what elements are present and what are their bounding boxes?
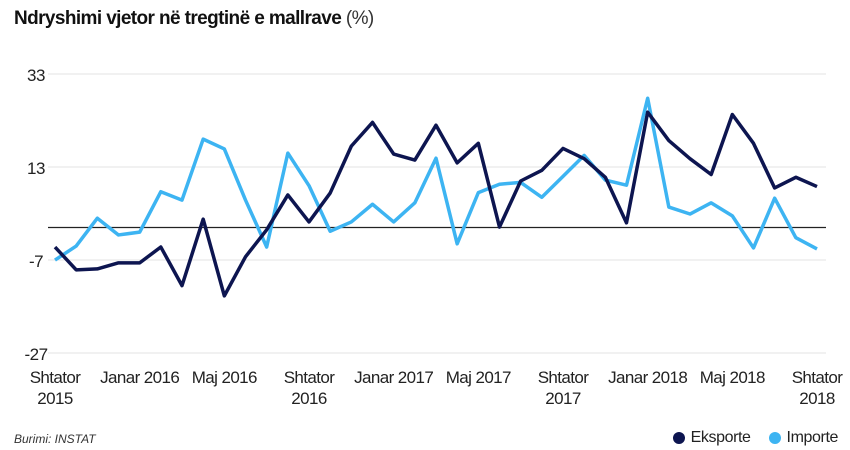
x-tick-label: Shtator <box>284 368 336 387</box>
x-tick-label: Janar 2017 <box>354 368 433 387</box>
chart-title: Ndryshimi vjetor në tregtinë e mallrave … <box>14 8 374 29</box>
x-tick-label: Maj 2016 <box>192 368 257 387</box>
source-note: Burimi: INSTAT <box>14 432 96 446</box>
x-tick-label: Shtator <box>30 368 82 387</box>
x-tick-label: 2015 <box>37 389 73 408</box>
y-tick-label: 33 <box>27 66 45 85</box>
legend-dot-eksporte <box>672 432 685 444</box>
x-tick-label: 2017 <box>545 389 581 408</box>
x-tick-label: Shtator <box>538 368 590 387</box>
x-tick-label: Janar 2018 <box>608 368 687 387</box>
x-tick-label: Janar 2016 <box>100 368 179 387</box>
y-tick-label: 13 <box>27 159 45 178</box>
legend: Eksporte Importe <box>672 429 838 447</box>
x-tick-label: Maj 2017 <box>446 368 511 387</box>
y-tick-label: -7 <box>29 252 43 271</box>
legend-item-eksporte: Eksporte <box>672 429 751 447</box>
series-line-eksporte <box>53 110 818 298</box>
x-tick-label: Shtator <box>792 368 844 387</box>
series-line-importe <box>54 96 818 262</box>
x-tick-label: Maj 2018 <box>700 368 765 387</box>
y-tick-label: -27 <box>24 345 47 364</box>
x-tick-label: 2018 <box>799 389 835 408</box>
legend-dot-importe <box>768 432 781 444</box>
legend-item-importe: Importe <box>768 429 838 447</box>
x-tick-label: 2016 <box>291 389 327 408</box>
